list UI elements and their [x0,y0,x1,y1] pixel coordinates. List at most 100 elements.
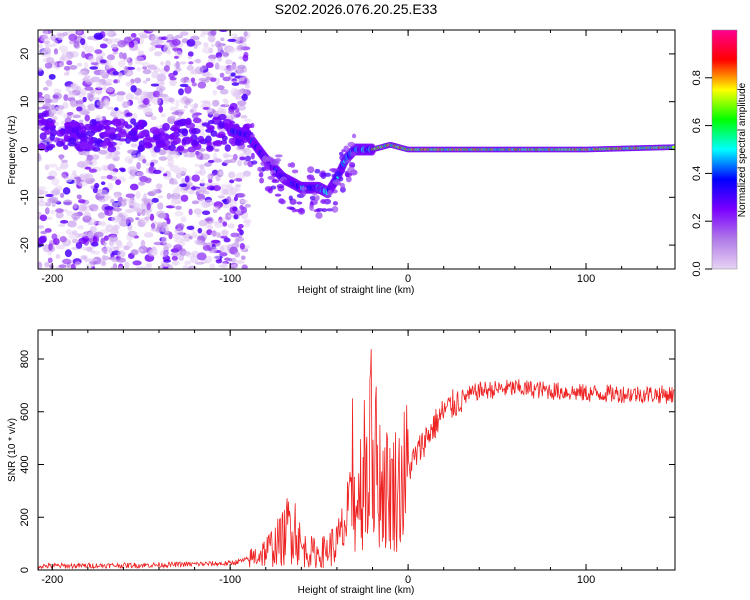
spectrogram-noise-cell [60,162,69,170]
spectrogram-noise-cell [83,61,89,70]
spectrogram-noise-cell [44,207,50,215]
snr-y-tick-label: 400 [19,455,31,473]
spectrogram-trail-cell [270,160,276,166]
spectrogram-noise-cell [99,260,106,266]
spectrogram-noise-cell [79,110,90,116]
spectrogram-noise-cell [174,210,184,217]
spectrogram-trail-cell [246,144,255,148]
spectrogram-noise-cell [227,38,237,43]
snr-ticks: -200 -100 0 100 800 600 400 200 0 [19,330,675,586]
spectrogram-noise-cell [125,100,131,108]
spectrogram-noise-cell [120,168,126,173]
spectrogram-noise-cell [239,242,245,250]
spectrogram-trail-cell [329,168,338,172]
spectrogram-noise-cell [38,186,47,191]
spectrogram-noise-cell [233,177,242,182]
spectrogram-noise-cell [111,202,119,208]
spectrogram-noise-cell [210,230,220,237]
spectrogram-noise-cell [171,260,180,266]
spectrogram-noise-cell [138,181,146,186]
spectrogram-noise-cell [93,32,104,40]
spectrogram-noise-cell [101,254,107,262]
snr-x-tick-label: -100 [219,574,241,586]
spectrogram-noise-cell [134,56,145,62]
spectrogram-trail-cell [348,162,356,168]
spectrogram-noise-cell [90,185,95,189]
spectrogram-trail-cell [250,152,255,160]
spectrogram-trail-cell [338,151,344,156]
spectrogram-noise-cell [230,87,239,96]
spectrogram-noise-cell [243,118,252,123]
spectrogram-noise-cell [233,196,238,202]
spectrogram-noise-cell [152,188,159,195]
spectrogram-noise-cell [193,125,203,129]
spectrogram-noise-cell [100,175,107,180]
spectrogram-noise-cell [190,77,196,84]
spectrogram-noise-cell [55,208,64,213]
spectrogram-band-cell [112,119,122,127]
spectrogram-noise-cell [67,220,77,228]
spectrogram-noise-cell [214,148,220,152]
spectrogram-noise-cell [66,60,73,66]
spectrogram-noise-cell [100,181,106,186]
spectrogram-noise-cell [38,225,45,229]
spectrogram-noise-cell [158,156,168,161]
spectrogram-noise-cell [237,105,246,111]
spectrogram-noise-cell [163,259,171,263]
spectrogram-noise-cell [160,113,167,118]
spectrogram-band-cell [44,130,51,135]
spectrogram-noise-cell [52,94,59,99]
spectrogram-noise-cell [210,239,221,244]
spectrogram-noise-cell [94,182,100,189]
spectrogram-noise-cell [212,89,218,96]
colorbar-tick-label: 0.2 [691,214,703,229]
spectrogram-noise-cell [125,217,134,224]
spectrogram-noise-cell [159,81,165,86]
spectrogram-noise-cell [115,216,122,224]
spectrogram-noise-cell [146,202,151,211]
spectrogram-noise-cell [64,176,73,183]
spectrogram-noise-cell [98,149,108,155]
spectrogram-noise-cell [69,99,77,108]
spectrogram-noise-cell [132,260,142,266]
spectrogram-band-cell [91,125,100,132]
spectrogram-noise-cell [130,165,137,171]
spectrogram-noise-cell [186,39,196,47]
spectrogram-noise-cell [222,51,229,58]
spectrogram-noise-cell [106,106,115,110]
spectrogram-noise-cell [244,221,251,228]
spectrogram-noise-cell [84,45,95,54]
spectrogram-noise-cell [242,54,249,62]
spectrogram-noise-cell [200,153,211,160]
spectrogram-noise-cell [162,266,169,269]
spectrogram-noise-cell [83,159,90,166]
spectrogram-noise-cell [60,220,69,224]
spectrogram-noise-cell [194,163,200,167]
spectrogram-noise-cell [76,62,83,67]
spectrogram-noise-cell [141,61,150,67]
spectrogram-trail-cell [339,168,345,174]
spectrogram-noise-cell [228,187,237,195]
spectrogram-noise-cell [223,237,231,243]
spectrogram-noise-cell [151,70,160,79]
spectrogram-noise-cell [140,239,146,248]
spectrogram-noise-cell [85,263,94,269]
spectrogram-noise-cell [220,184,229,190]
spectrogram-noise-cell [82,215,91,223]
spectrogram-noise-cell [67,91,77,98]
spectrogram-noise-cell [230,232,240,238]
spectrogram-noise-cell [205,62,214,69]
spectrogram-noise-cell [59,192,65,198]
spectrogram-noise-cell [237,159,243,167]
spectrogram-noise-cell [236,192,246,198]
spectrogram-noise-cell [121,198,127,202]
spectrogram-noise-cell [58,45,69,52]
spectrogram-noise-cell [60,56,71,62]
spectrogram-noise-cell [193,43,198,49]
spectrogram-trail-cell [347,141,356,148]
spectrogram-trail-cell [276,183,285,189]
spectrogram-noise-cell [227,223,235,229]
spectrogram-noise-cell [100,247,111,254]
spectrogram-band-cell [101,131,109,138]
spectrogram-trail-cell [291,208,297,213]
